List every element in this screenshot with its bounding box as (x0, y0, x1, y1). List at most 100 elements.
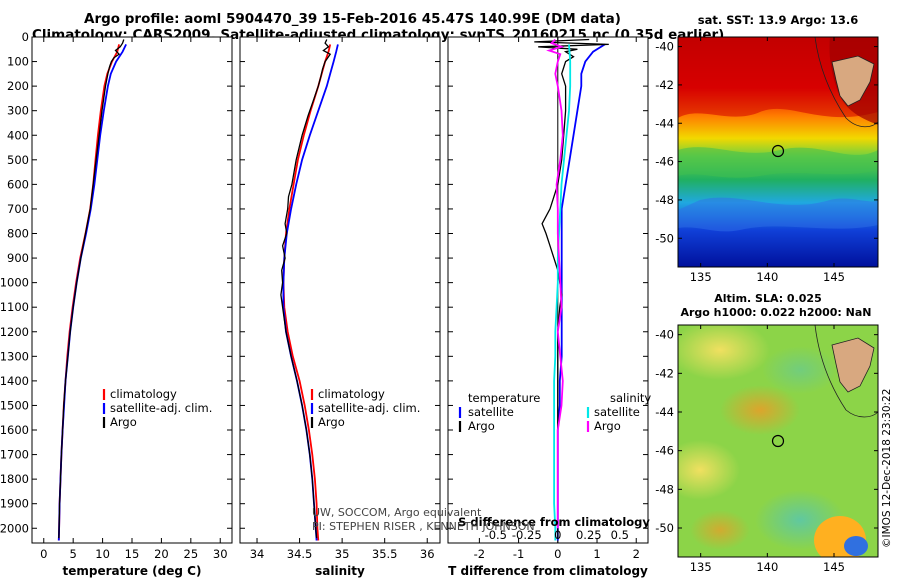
map-lat-label: -42 (655, 366, 674, 380)
legend-right-title: salinity (610, 391, 651, 405)
x-tick-label: 34.5 (287, 547, 313, 561)
sla-map-ticks: -40 -42 -44 -46 -48 -50 135 140 145 (655, 325, 878, 574)
depth-tick-label: 700 (7, 202, 29, 216)
legend-left-title: temperature (468, 391, 540, 405)
legend-label: satellite (594, 405, 640, 419)
temperature-series-2 (58, 39, 125, 539)
map-lon-label: 140 (756, 270, 778, 284)
legend-label: Argo (468, 419, 495, 433)
depth-tick-label: 1300 (0, 349, 29, 363)
difference-series-3 (546, 38, 565, 529)
depth-tick-label: 1800 (0, 472, 29, 486)
s-diff-xlabel: S difference from climatology (458, 515, 650, 529)
map-lon-label: 145 (823, 560, 845, 574)
s-diff-tick-label: 0.5 (611, 528, 629, 542)
salinity-series-2 (280, 39, 332, 539)
map-lat-label: -40 (655, 328, 674, 342)
map-lon-label: 135 (690, 270, 712, 284)
x-tick-label: -1 (513, 547, 524, 561)
temperature-axes-frame (31, 36, 233, 544)
difference-xlabel: T difference from climatology (448, 564, 648, 578)
sst-map-title: sat. SST: 13.9 Argo: 13.6 (698, 13, 858, 27)
depth-tick-label: 600 (7, 177, 29, 191)
sla-map-title-1: Altim. SLA: 0.025 (714, 292, 821, 305)
salinity-xlabel: salinity (315, 564, 365, 578)
map-lat-label: -46 (655, 155, 674, 169)
map-lat-label: -50 (655, 231, 674, 245)
tasmania-island (831, 55, 875, 107)
map-lat-label: -48 (655, 482, 674, 496)
difference-series-2 (553, 44, 572, 541)
legend-label: Argo (318, 415, 345, 429)
difference-panel: -2 -1 0 1 2 T difference from climatology -0.5… (447, 36, 651, 578)
legend-label: climatology (110, 387, 177, 401)
depth-tick-label: 2000 (0, 521, 29, 535)
sla-map-title-2: Argo h1000: 0.022 h2000: NaN (680, 306, 871, 319)
depth-tick-label: 1900 (0, 497, 29, 511)
depth-tick-label: 400 (7, 128, 29, 142)
s-diff-tick-label: 0.25 (576, 528, 602, 542)
map-lat-label: -40 (655, 40, 674, 54)
s-diff-tick-label: 0 (554, 528, 561, 542)
sla-map: Altim. SLA: 0.025 Argo h1000: 0.022 h200… (655, 292, 879, 574)
temperature-xlabel: temperature (deg C) (63, 564, 202, 578)
depth-tick-label: 1100 (0, 300, 29, 314)
x-tick-label: 2 (633, 547, 640, 561)
imos-credit: ©IMOS 12-Dec-2018 23:30:22 (881, 388, 893, 548)
legend-label: satellite (468, 405, 514, 419)
depth-tick-label: 900 (7, 251, 29, 265)
depth-tick-label: 1700 (0, 448, 29, 462)
x-tick-label: 20 (154, 547, 169, 561)
depth-tick-label: 300 (7, 104, 29, 118)
x-tick-label: 0 (40, 547, 47, 561)
difference-axes-frame (447, 36, 649, 544)
note-line2: PI: STEPHEN RISER , KENNETH JOHNSON (312, 520, 535, 533)
s-diff-tick-label: -0.25 (512, 528, 542, 542)
depth-tick-label: 500 (7, 153, 29, 167)
tasmania-island-sla (831, 337, 875, 393)
depth-tick-label: 100 (7, 55, 29, 69)
depth-tick-label: 1000 (0, 276, 29, 290)
s-diff-tick-label: -0.5 (485, 528, 507, 542)
map-lon-label: 140 (756, 560, 778, 574)
x-tick-label: 35.5 (372, 547, 398, 561)
map-lon-label: 135 (690, 560, 712, 574)
x-tick-label: 34 (250, 547, 265, 561)
map-lon-label: 145 (823, 270, 845, 284)
map-lat-label: -46 (655, 444, 674, 458)
map-lat-label: -44 (655, 116, 674, 130)
x-tick-label: 1 (593, 547, 600, 561)
legend-label: Argo (594, 419, 621, 433)
figure-title-line1: Argo profile: aoml 5904470_39 15-Feb-201… (84, 11, 621, 27)
temperature-panel: 0100200300400500600700800900100011001200… (0, 30, 233, 578)
depth-tick-label: 200 (7, 79, 29, 93)
map-lat-label: -50 (655, 521, 674, 535)
x-tick-label: 10 (95, 547, 110, 561)
x-tick-label: 15 (125, 547, 140, 561)
sst-map-ticks: -40 -42 -44 -46 -48 -50 135 140 145 (655, 37, 878, 284)
depth-tick-label: 1200 (0, 325, 29, 339)
legend-label: satellite-adj. clim. (318, 401, 420, 415)
map-lat-label: -44 (655, 405, 674, 419)
depth-tick-label: 800 (7, 227, 29, 241)
x-tick-label: 0 (554, 547, 561, 561)
depth-tick-label: 1600 (0, 423, 29, 437)
map-lat-label: -42 (655, 78, 674, 92)
sst-map: sat. SST: 13.9 Argo: 13.6 (655, 13, 879, 284)
legend-label: satellite-adj. clim. (110, 401, 212, 415)
x-tick-label: 25 (184, 547, 199, 561)
note-line1: UW, SOCCOM, Argo equivalent (312, 506, 482, 519)
map-lat-label: -48 (655, 193, 674, 207)
x-tick-label: 5 (70, 547, 77, 561)
x-tick-label: 36 (420, 547, 435, 561)
legend-label: Argo (110, 415, 137, 429)
sla-float-marker (771, 434, 785, 448)
salinity-axes-frame (239, 36, 441, 544)
x-tick-label: 30 (213, 547, 228, 561)
legend-label: climatology (318, 387, 385, 401)
x-tick-label: -2 (474, 547, 485, 561)
depth-tick-label: 1400 (0, 374, 29, 388)
depth-tick-label: 0 (22, 30, 29, 44)
depth-tick-label: 1500 (0, 398, 29, 412)
